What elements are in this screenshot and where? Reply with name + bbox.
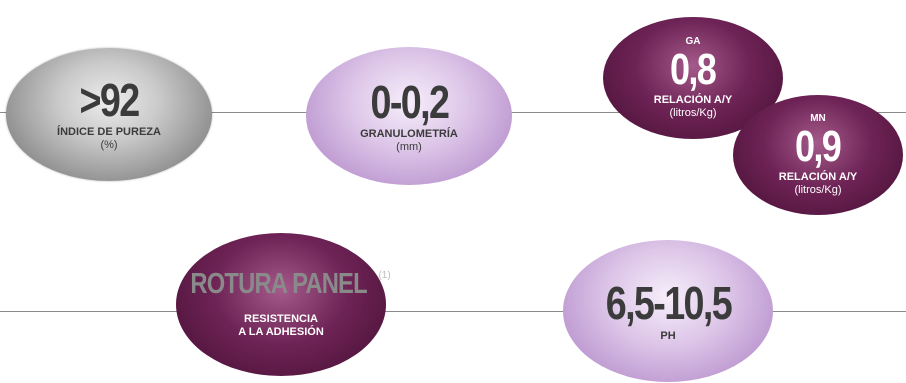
granulometry-value: 0-0,2: [370, 75, 449, 128]
connector-line-bottom: [0, 311, 906, 312]
ph-value: 6,5-10,5: [605, 276, 732, 329]
adhesion-title: ROTURA PANEL (1): [171, 268, 391, 301]
purity-label: ÍNDICE DE PUREZA: [57, 126, 161, 139]
mn-value: 0,9: [795, 121, 842, 171]
ga-prefix: GA: [685, 35, 701, 47]
mn-prefix: MN: [810, 112, 826, 124]
ph-label: PH: [660, 329, 676, 342]
purity-value: >92: [79, 74, 140, 127]
adhesion-value: ROTURA PANEL: [190, 268, 368, 301]
granulometry-badge: 0-0,2 GRANULOMETRÍA (mm): [306, 47, 512, 185]
adhesion-badge: ROTURA PANEL (1) RESISTENCIA A LA ADHESI…: [176, 233, 391, 376]
purity-unit: (%): [100, 139, 118, 151]
ga-value: 0,8: [670, 44, 717, 94]
granulometry-label: GRANULOMETRÍA: [360, 127, 458, 140]
mn-label: RELACIÓN A/Y: [778, 170, 858, 183]
granulometry-unit: (mm): [396, 140, 422, 153]
adhesion-label-line2: A LA ADHESIÓN: [238, 326, 324, 338]
ga-unit: (litros/Kg): [669, 106, 717, 119]
adhesion-footnote: (1): [378, 270, 391, 282]
ph-badge: 6,5-10,5 PH: [563, 240, 773, 382]
adhesion-label-line1: RESISTENCIA: [244, 313, 318, 326]
mn-ratio-badge: MN 0,9 RELACIÓN A/Y (litros/Kg): [733, 95, 903, 215]
purity-badge: >92 ÍNDICE DE PUREZA (%): [6, 48, 212, 181]
ga-label: RELACIÓN A/Y: [653, 93, 733, 106]
mn-unit: (litros/Kg): [794, 183, 842, 196]
